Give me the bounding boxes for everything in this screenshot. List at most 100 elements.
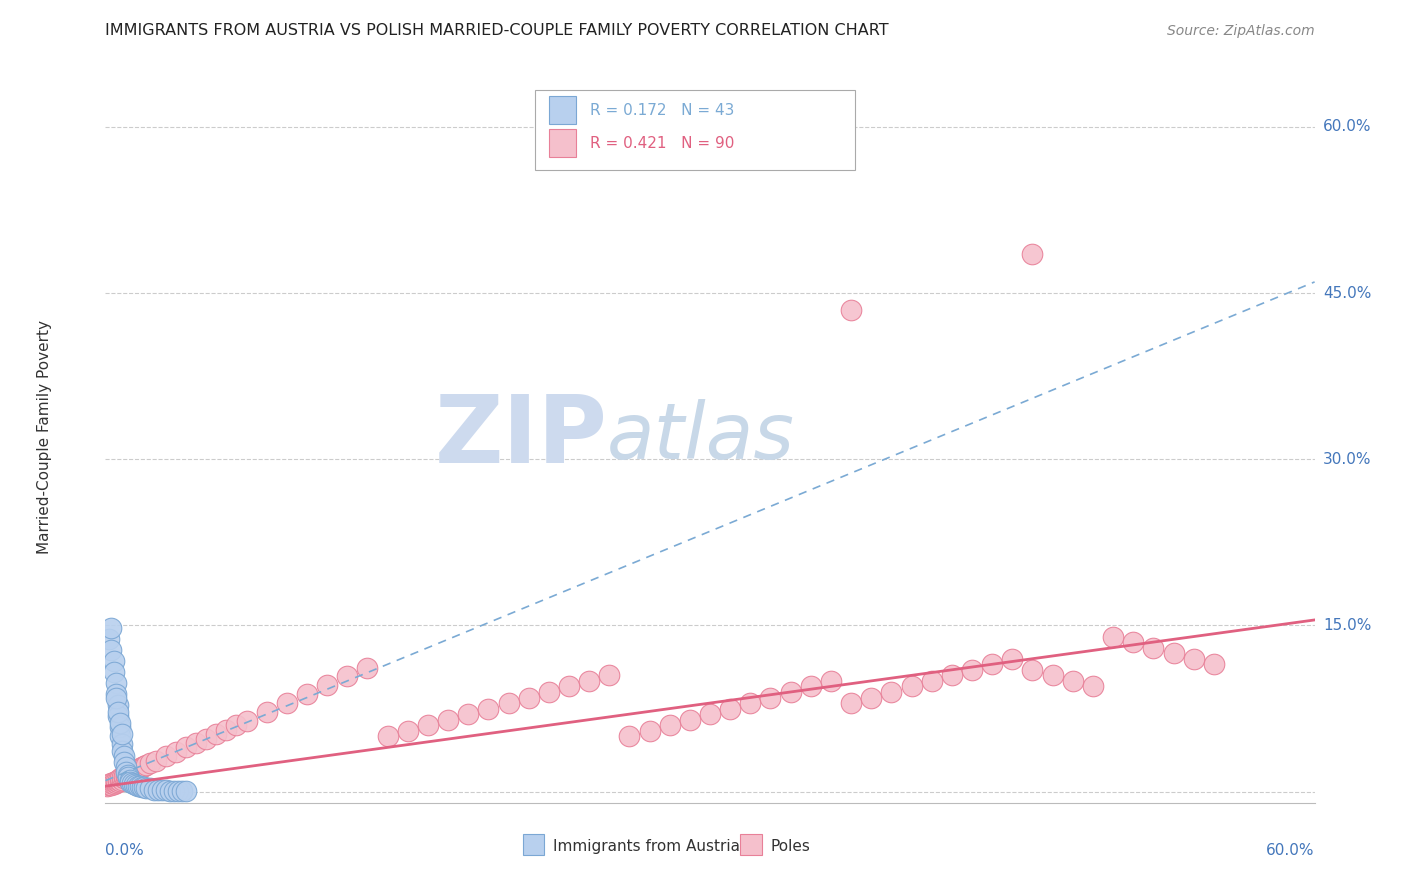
Text: 45.0%: 45.0% [1323,285,1371,301]
Point [356,660,378,674]
Point [638,723,661,738]
Point [103,774,125,789]
Point [416,718,439,732]
Point [100,643,122,657]
Point [537,685,560,699]
Point [108,729,131,743]
Text: 60.0%: 60.0% [1323,120,1371,135]
Text: atlas: atlas [607,399,796,475]
Point [1042,668,1064,682]
Point [107,698,129,713]
Point [132,780,155,795]
Point [112,772,135,786]
Text: Immigrants from Austria: Immigrants from Austria [553,839,740,855]
Point [118,767,141,781]
Point [1001,651,1024,665]
Point [128,779,150,793]
Point [174,783,197,797]
Point [165,745,187,759]
Point [170,783,193,797]
Point [437,713,460,727]
Bar [534,90,855,170]
Point [118,774,141,789]
Point [107,774,129,789]
Point [108,773,131,788]
Bar [523,833,544,855]
Point [658,718,681,732]
Point [114,768,136,782]
Point [104,773,127,788]
Point [117,769,139,783]
Point [103,654,125,668]
Point [598,668,620,682]
Point [1122,635,1144,649]
Point [107,772,129,787]
Point [145,754,167,768]
Point [256,705,278,719]
Text: R = 0.421   N = 90: R = 0.421 N = 90 [591,136,735,151]
Point [1062,673,1084,688]
Point [139,756,162,770]
Point [276,696,298,710]
Text: 30.0%: 30.0% [1323,451,1371,467]
Point [377,729,399,743]
Point [155,782,177,797]
Bar [741,833,762,855]
Point [108,716,131,731]
Point [619,729,641,743]
Point [100,778,122,792]
Point [960,663,983,677]
Point [104,687,127,701]
Point [578,673,600,688]
Point [103,665,125,679]
Text: 0.0%: 0.0% [105,843,145,858]
Point [139,781,162,796]
Point [114,770,136,784]
Point [107,705,129,719]
Point [759,690,782,705]
Point [108,721,131,735]
Point [457,707,479,722]
Bar [550,129,576,157]
Point [740,696,762,710]
Point [880,685,903,699]
Point [163,783,186,797]
Point [108,772,131,786]
Point [498,696,520,710]
Point [104,690,127,705]
Point [117,768,139,782]
Text: 15.0%: 15.0% [1323,618,1371,633]
Point [128,761,150,775]
Point [396,723,419,738]
Text: ZIP: ZIP [434,391,607,483]
Point [195,731,218,746]
Point [159,783,181,797]
Point [122,777,145,791]
Point [135,758,157,772]
Point [981,657,1004,672]
Point [124,764,148,778]
Point [718,701,741,715]
Point [699,707,721,722]
Point [98,632,121,646]
Point [112,769,135,783]
Point [186,736,208,750]
Point [117,770,139,784]
Point [235,714,257,728]
Point [122,764,145,779]
Text: IMMIGRANTS FROM AUSTRIA VS POLISH MARRIED-COUPLE FAMILY POVERTY CORRELATION CHAR: IMMIGRANTS FROM AUSTRIA VS POLISH MARRIE… [105,23,889,38]
Point [316,678,339,692]
Point [205,727,228,741]
Point [135,781,157,796]
Point [820,673,842,688]
Point [142,782,165,797]
Point [110,727,132,741]
Point [167,783,190,797]
Point [921,673,943,688]
Point [112,755,135,769]
Point [121,765,143,780]
Point [477,701,499,715]
Point [114,760,136,774]
Point [1021,663,1043,677]
Point [679,713,702,727]
